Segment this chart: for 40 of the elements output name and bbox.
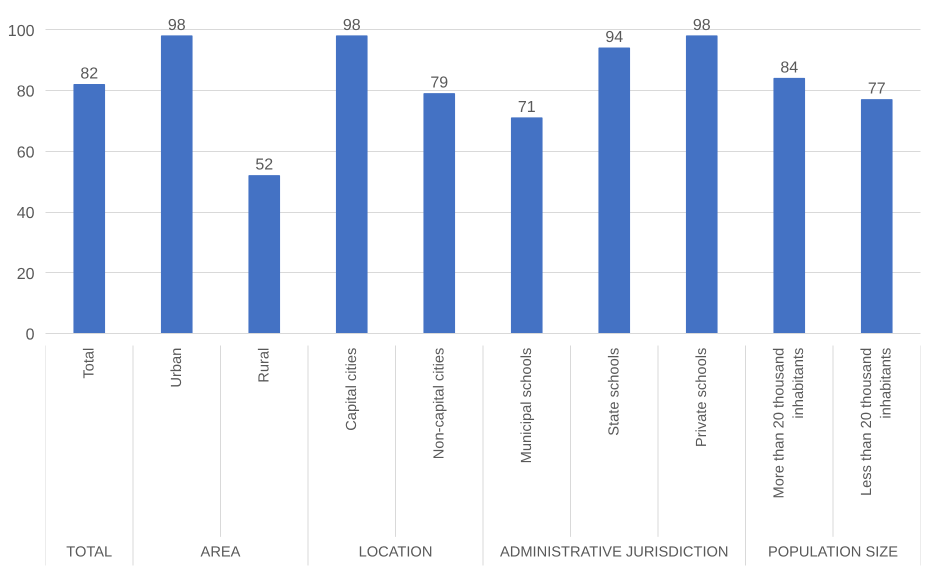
text: ADMINISTRATIVE JURISDICTION — [500, 544, 729, 560]
data-label: 82 — [80, 65, 98, 82]
y-tick-label: 20 — [16, 266, 35, 283]
x-tick-label: More than 20 thousand inhabitants — [772, 348, 807, 498]
y-tick-label: 100 — [8, 22, 35, 40]
data-label: 52 — [255, 156, 274, 174]
bar — [248, 175, 280, 334]
x-tick-label: Private schools — [694, 348, 710, 448]
bar — [598, 48, 630, 334]
y-tick-label: 80 — [16, 84, 35, 101]
y-tick-label: 40 — [16, 205, 35, 222]
text: LOCATION — [358, 544, 432, 560]
x-tick-label: Urban — [168, 348, 185, 388]
data-label: 84 — [780, 59, 798, 76]
data-label: 79 — [430, 74, 448, 92]
x-tick-label: Capital cities — [344, 348, 360, 431]
text: TOTAL — [66, 544, 112, 560]
x-tick-label: State schools — [606, 348, 622, 436]
bar — [773, 78, 806, 334]
bar — [686, 35, 718, 334]
bar — [510, 117, 543, 334]
data-label: 71 — [518, 98, 536, 116]
text: AREA — [200, 544, 241, 560]
data-label: 98 — [168, 16, 186, 34]
y-tick-label: 60 — [16, 144, 35, 162]
x-tick-label: Rural — [256, 348, 272, 383]
x-tick-label: Municipal schools — [518, 348, 535, 464]
data-label: 77 — [868, 80, 886, 98]
x-tick-label: Total — [81, 348, 98, 379]
bar — [73, 84, 106, 334]
y-tick-label: 0 — [26, 326, 35, 344]
text: POPULATION SIZE — [768, 544, 898, 560]
bar — [860, 99, 893, 334]
bar — [336, 35, 368, 334]
bar — [160, 35, 193, 334]
bar — [423, 93, 456, 334]
x-tick-label: Non-capital cities — [431, 348, 448, 460]
data-label: 94 — [605, 29, 624, 46]
data-label: 98 — [342, 16, 361, 34]
data-label: 98 — [692, 16, 711, 34]
